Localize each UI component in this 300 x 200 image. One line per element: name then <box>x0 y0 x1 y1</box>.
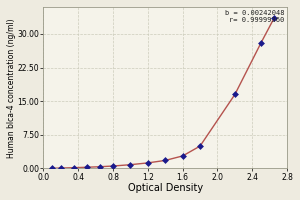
Point <box>128 163 133 166</box>
Text: b = 0.00242048
r= 0.99999360: b = 0.00242048 r= 0.99999360 <box>225 10 284 23</box>
Y-axis label: Human blca-4 concentration (ng/ml): Human blca-4 concentration (ng/ml) <box>7 18 16 158</box>
Point <box>180 154 185 158</box>
Point <box>198 144 203 148</box>
Point <box>232 93 237 96</box>
Point <box>146 161 150 164</box>
Point <box>85 166 89 169</box>
Point <box>50 167 55 170</box>
Point <box>259 41 263 44</box>
Point <box>71 166 76 169</box>
Point <box>98 165 102 168</box>
Point <box>58 166 63 170</box>
Point <box>111 164 116 168</box>
X-axis label: Optical Density: Optical Density <box>128 183 203 193</box>
Point <box>163 159 168 162</box>
Point <box>272 17 277 20</box>
